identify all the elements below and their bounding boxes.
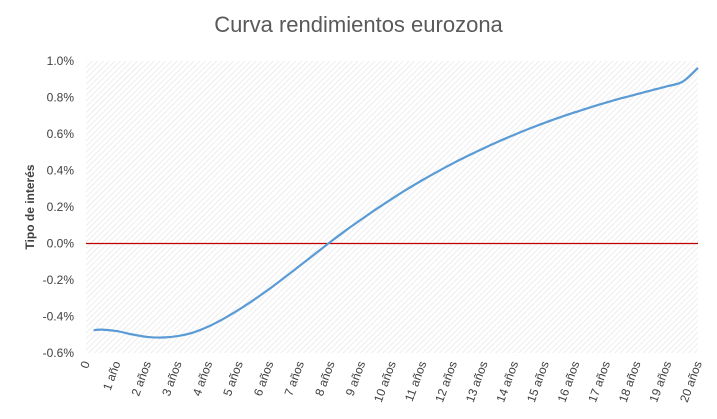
chart-title: Curva rendimientos eurozona [214, 12, 503, 37]
x-tick-label: 3 años [159, 359, 184, 398]
yield-curve-line [93, 67, 699, 339]
x-tick-label: 4 años [190, 359, 215, 398]
x-tick-label: 5 años [220, 359, 245, 398]
x-tick-label: 7 años [282, 359, 307, 398]
x-tick-label: 11 años [402, 359, 429, 403]
y-tick-label: -0.2% [43, 273, 75, 287]
x-axis-ticks: 0 1 año 2 años 3 años 4 años 5 años 6 años 7 añ… [77, 359, 704, 404]
x-tick-label: 16 años [555, 359, 583, 404]
x-tick-label: 20 años [677, 359, 705, 404]
x-tick-label: 18 años [616, 359, 644, 404]
y-tick-label: 0.4% [47, 164, 75, 178]
x-tick-label: 15 años [524, 359, 552, 404]
x-tick-label: 9 años [343, 359, 368, 398]
x-tick-label: 17 años [585, 359, 613, 404]
y-tick-label: 0.0% [47, 237, 75, 251]
x-tick-label: 2 años [129, 359, 154, 398]
x-tick-label: 13 años [463, 359, 491, 404]
y-tick-label: 0.6% [47, 127, 75, 141]
x-tick-label: 12 años [432, 359, 460, 404]
y-axis-ticks: 1.0% 0.8% 0.6% 0.4% 0.2% 0.0% -0.2% -0.4% -0.6% [43, 54, 75, 360]
x-tick-label: 1 año [100, 359, 124, 392]
x-tick-label: 0 [77, 359, 93, 370]
y-tick-label: 0.8% [47, 91, 75, 105]
x-tick-label: 14 años [493, 359, 521, 404]
x-tick-label: 19 años [646, 359, 674, 404]
y-tick-label: 1.0% [47, 54, 75, 68]
plot-area [86, 61, 698, 353]
y-tick-label: 0.2% [47, 200, 75, 214]
x-tick-label: 10 años [371, 359, 399, 404]
x-tick-label: 6 años [251, 359, 276, 398]
y-tick-label: -0.6% [43, 346, 75, 360]
y-tick-label: -0.4% [43, 310, 75, 324]
x-tick-label: 8 años [312, 359, 337, 398]
y-axis-label: Tipo de interés [23, 164, 37, 249]
